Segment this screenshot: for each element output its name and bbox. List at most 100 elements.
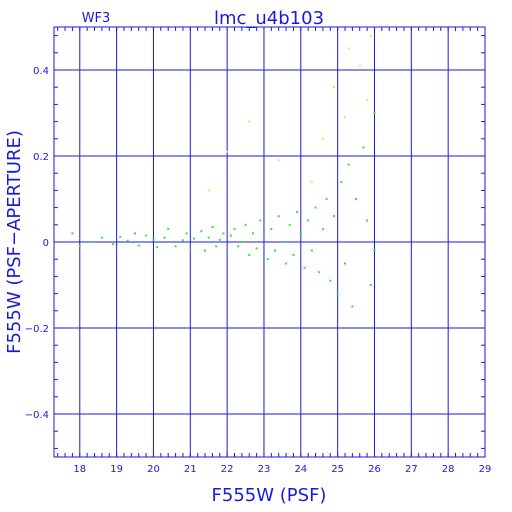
data-point — [358, 64, 361, 67]
y-tick-label: 0.4 — [33, 66, 49, 77]
data-point — [321, 137, 324, 140]
x-tick-label: 21 — [184, 464, 197, 475]
data-point — [340, 180, 343, 183]
x-tick-label: 20 — [147, 464, 160, 475]
x-tick-label: 28 — [442, 464, 455, 475]
data-point — [369, 34, 372, 37]
data-point — [78, 245, 81, 248]
data-point — [332, 86, 335, 89]
grid — [54, 27, 485, 457]
data-point — [277, 215, 280, 218]
data-point — [119, 235, 122, 238]
data-point — [167, 228, 170, 231]
data-point — [373, 249, 376, 252]
data-point — [259, 219, 262, 222]
y-tick-label: 0 — [43, 238, 49, 249]
data-point — [233, 228, 236, 231]
data-point — [332, 215, 335, 218]
data-point — [156, 246, 159, 249]
data-point — [373, 112, 376, 114]
data-point — [281, 241, 284, 243]
data-point — [100, 236, 103, 239]
data-point — [126, 239, 129, 242]
data-point — [204, 249, 207, 252]
data-point — [355, 198, 358, 200]
data-point — [274, 249, 277, 252]
data-point — [329, 279, 332, 282]
y-axis-label: F555W (PSF−APERTURE) — [4, 130, 25, 354]
data-point — [299, 232, 302, 235]
data-point — [344, 116, 347, 119]
y-tick-label: −0.2 — [25, 324, 49, 335]
subtitle: WF3 — [82, 11, 111, 26]
axis-ticks: 18 19 20 21 22 23 24 25 26 27 28 29 −0.4 −0.2 0 0.2 0.4 — [25, 27, 491, 475]
chart-title: lmc_u4b103 — [214, 8, 324, 29]
data-point — [310, 180, 313, 183]
data-point — [314, 206, 317, 209]
data-point — [71, 232, 74, 235]
data-point — [347, 163, 350, 166]
data-point — [325, 198, 328, 200]
data-point — [248, 253, 251, 256]
data-point — [344, 262, 347, 265]
data-point — [163, 236, 166, 239]
data-point — [181, 239, 184, 242]
data-point — [251, 232, 254, 235]
data-point — [248, 120, 251, 123]
data-point — [226, 251, 229, 254]
data-point — [366, 219, 369, 222]
data-point — [226, 150, 229, 153]
data-point — [347, 47, 350, 50]
data-point — [310, 249, 313, 252]
data-point — [369, 284, 372, 286]
data-point — [111, 243, 114, 246]
data-point — [89, 241, 92, 243]
data-point — [229, 234, 232, 237]
x-tick-label: 27 — [405, 464, 418, 475]
data-point — [270, 228, 273, 231]
data-point — [318, 271, 321, 274]
data-point — [215, 245, 218, 248]
data-point — [145, 234, 148, 237]
data-point — [134, 232, 137, 235]
data-point — [207, 236, 210, 239]
data-point — [296, 210, 299, 213]
data-point — [200, 230, 203, 233]
data-points — [71, 34, 376, 329]
data-point — [137, 244, 140, 247]
data-point — [321, 228, 324, 231]
data-point — [307, 219, 310, 222]
data-point — [255, 247, 258, 250]
data-point — [262, 236, 265, 239]
x-tick-label: 19 — [110, 464, 123, 475]
x-tick-label: 23 — [258, 464, 271, 475]
data-point — [277, 159, 280, 162]
data-point — [266, 258, 269, 261]
x-axis-label: F555W (PSF) — [212, 485, 327, 506]
data-point — [189, 247, 192, 250]
y-tick-label: 0.2 — [33, 152, 49, 163]
data-point — [185, 232, 188, 235]
data-point — [351, 305, 354, 308]
x-tick-label: 25 — [331, 464, 344, 475]
data-point — [192, 237, 195, 240]
data-point — [292, 253, 295, 256]
data-point — [244, 223, 247, 226]
data-point — [207, 189, 210, 192]
data-point — [237, 245, 240, 248]
x-tick-label: 26 — [368, 464, 381, 475]
x-tick-label: 24 — [294, 464, 307, 475]
data-point — [152, 238, 155, 241]
data-point — [285, 262, 288, 265]
data-point — [362, 146, 365, 149]
data-point — [218, 238, 221, 241]
y-tick-label: −0.4 — [25, 410, 49, 421]
data-point — [211, 225, 214, 228]
data-point — [358, 327, 361, 329]
data-point — [288, 223, 291, 226]
data-point — [222, 232, 225, 235]
data-point — [303, 266, 306, 269]
data-point — [240, 241, 243, 243]
plot-frame — [53, 26, 486, 458]
